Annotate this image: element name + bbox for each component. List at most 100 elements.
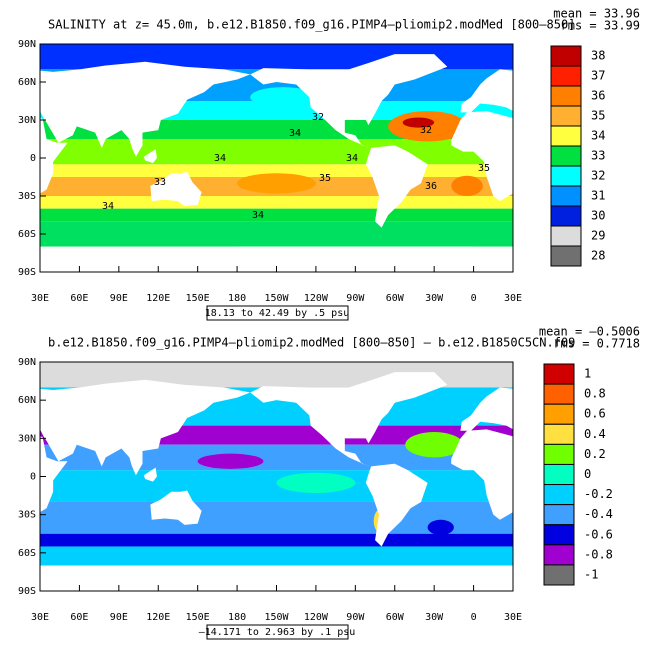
colorbar-label: -1 [584, 567, 598, 581]
x-tick-label: 90W [346, 293, 365, 304]
x-tick-label: 120W [304, 612, 329, 623]
land [365, 463, 428, 547]
land [40, 379, 251, 476]
land [451, 111, 513, 202]
y-tick-label: 30S [18, 191, 36, 202]
colorbar-box [543, 484, 575, 506]
x-tick-label: 30E [31, 612, 49, 623]
contour-label: 32 [420, 125, 432, 136]
y-tick-label: 30N [18, 115, 36, 126]
colorbar-label: 0.6 [584, 407, 606, 421]
panel-title: SALINITY at z= 45.0m, b.e12.B1850.f09_g1… [48, 18, 575, 32]
field-band [40, 546, 513, 566]
colorbar-box [543, 423, 575, 445]
land [143, 149, 157, 164]
field-patch [427, 519, 454, 535]
x-tick-label: 150E [186, 293, 210, 304]
x-tick-label: 30E [504, 293, 522, 304]
colorbar-box [543, 383, 575, 405]
field-band [40, 533, 513, 547]
x-tick-label: 120W [304, 293, 329, 304]
stat-mean: mean = –0.5006 [539, 325, 640, 339]
colorbar-label: 37 [591, 69, 605, 83]
colorbar-box [543, 403, 575, 425]
y-tick-label: 90N [18, 39, 36, 50]
colorbar-label: 1 [584, 367, 591, 381]
colorbar-box [550, 165, 582, 187]
x-tick-label: 0 [471, 612, 477, 623]
contour-label: 33 [154, 177, 166, 188]
y-tick-label: 0 [30, 153, 36, 164]
x-tick-label: 60E [70, 293, 88, 304]
colorbar-box [550, 125, 582, 147]
y-tick-label: 30N [18, 433, 36, 444]
y-tick-label: 90S [18, 586, 36, 597]
land [250, 54, 448, 148]
land [460, 69, 513, 113]
contour-label: 34 [214, 153, 226, 164]
contour-label: 35 [319, 173, 331, 184]
y-tick-label: 60N [18, 77, 36, 88]
field-patch [405, 432, 464, 458]
range-note: 18.13 to 42.49 by .5 psu [205, 308, 350, 319]
x-tick-label: 150W [264, 612, 289, 623]
panel-title: b.e12.B1850.f09_g16.PIMP4–pliomip2.modMe… [48, 336, 575, 350]
colorbar-box [543, 544, 575, 566]
colorbar-label: 31 [591, 189, 605, 203]
colorbar-box [550, 85, 582, 107]
colorbar-label: -0.2 [584, 487, 613, 501]
field-patch [237, 173, 316, 194]
x-tick-label: 180 [228, 293, 246, 304]
contour-label: 36 [425, 181, 437, 192]
contour-label: 34 [252, 210, 264, 221]
colorbar-box [550, 45, 582, 67]
colorbar-box [543, 524, 575, 546]
contour-label: 35 [478, 163, 490, 174]
x-tick-label: 0 [471, 293, 477, 304]
x-tick-label: 150E [186, 612, 210, 623]
land [40, 436, 68, 513]
range-note: –14.171 to 2.963 by .1 psu [199, 627, 356, 638]
field-band [40, 470, 513, 502]
land [250, 372, 448, 467]
field-band [40, 139, 513, 165]
stat-mean: mean = 33.96 [553, 7, 640, 21]
x-tick-label: 120E [146, 293, 170, 304]
map-field [0, 44, 647, 272]
colorbar-box [543, 443, 575, 465]
land [237, 565, 513, 591]
colorbar-label: 34 [591, 129, 605, 143]
colorbar-box [550, 185, 582, 207]
x-tick-label: 30E [31, 293, 49, 304]
contour-label: 34 [289, 128, 301, 139]
x-tick-label: 60E [70, 612, 88, 623]
land [623, 172, 647, 206]
land [365, 145, 428, 228]
field-band [40, 208, 513, 222]
field-patch [0, 176, 10, 196]
field-patch [451, 175, 483, 197]
x-tick-label: 30W [425, 293, 444, 304]
x-tick-label: 150W [264, 293, 289, 304]
y-tick-label: 60N [18, 395, 36, 406]
field-patch [250, 87, 316, 108]
field-band [40, 221, 513, 247]
x-tick-label: 90E [110, 293, 128, 304]
colorbar-label: -0.6 [584, 527, 613, 541]
x-tick-label: 90W [346, 612, 365, 623]
land [150, 490, 202, 525]
contour-label: 34 [346, 153, 358, 164]
x-tick-label: 30W [425, 612, 444, 623]
map-panel: 90N 60N 30N 0 30S 60S 90S 30E 60E 90E 120E 150E 180 1… [18, 325, 647, 640]
colorbar-label: 0.4 [584, 427, 606, 441]
colorbar-box [550, 65, 582, 87]
x-tick-label: 180 [228, 612, 246, 623]
y-tick-label: 30S [18, 510, 36, 521]
field-patch [276, 472, 356, 493]
colorbar-box [550, 145, 582, 167]
land [451, 429, 513, 520]
land [617, 149, 630, 163]
colorbar-box [550, 245, 582, 267]
land [623, 490, 647, 524]
